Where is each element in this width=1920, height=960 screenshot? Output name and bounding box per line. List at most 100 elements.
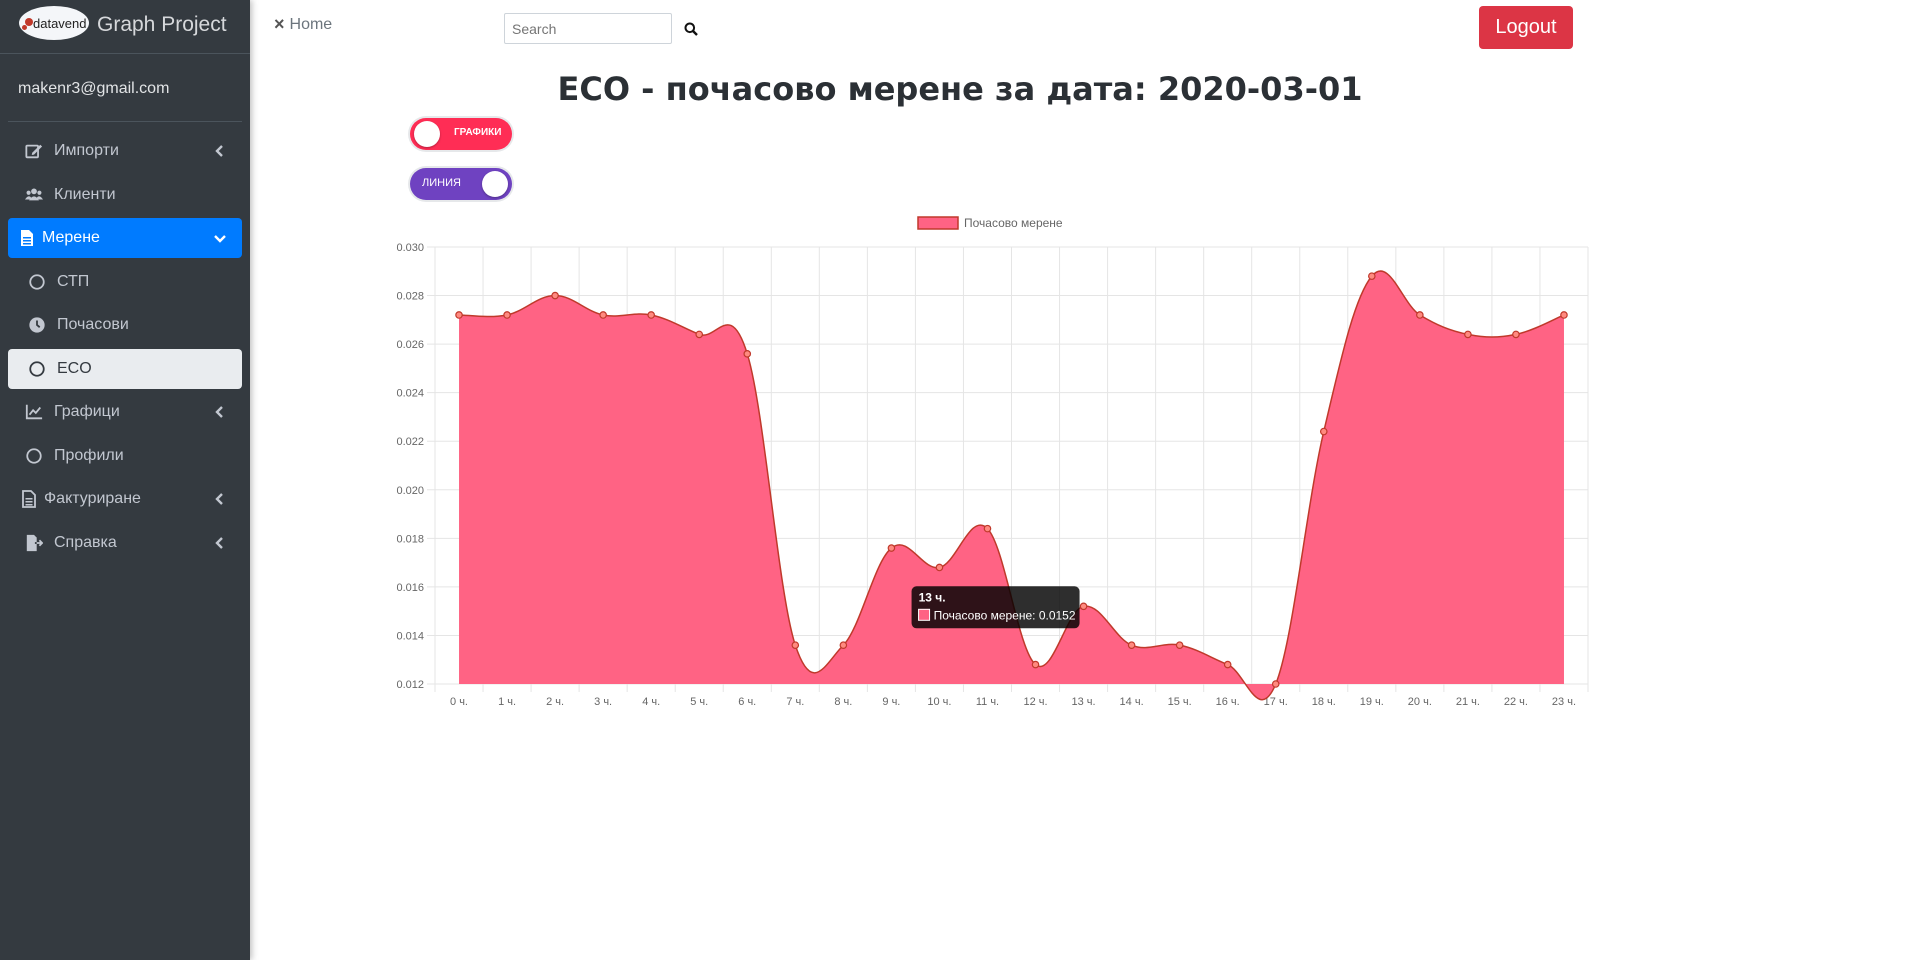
- sidebar-item-eco[interactable]: ECO: [8, 348, 242, 389]
- file-export-icon: [24, 533, 44, 553]
- x-tick-label: 6 ч.: [738, 696, 756, 708]
- file-invoice-icon: [22, 489, 36, 509]
- legend-label: Почасово мерене: [964, 216, 1063, 230]
- sidebar-item-measurement[interactable]: Мерене: [8, 218, 242, 258]
- data-point: [1031, 660, 1040, 669]
- series-area: [459, 270, 1564, 700]
- data-point: [1512, 330, 1520, 339]
- search-button[interactable]: [676, 13, 706, 44]
- toggle-knob: [482, 171, 508, 197]
- toggle-label: ЛИНИЯ: [422, 177, 461, 189]
- data-point: [1416, 311, 1424, 319]
- sidebar-item-stp[interactable]: СТП: [8, 262, 242, 302]
- sidebar-item-label: ECO: [57, 359, 92, 377]
- chevron-left-icon: [215, 493, 223, 505]
- brand[interactable]: datavend Graph Project: [0, 0, 250, 54]
- data-point: [455, 311, 463, 319]
- tooltip-swatch: [918, 608, 931, 621]
- circle-icon: [24, 446, 44, 466]
- sidebar-item-label: Справка: [54, 533, 117, 551]
- x-tick-label: 9 ч.: [882, 696, 900, 708]
- data-point: [1223, 660, 1232, 669]
- y-tick-label: 0.028: [396, 291, 424, 303]
- x-tick-label: 23 ч.: [1552, 696, 1576, 708]
- data-point: [599, 311, 607, 319]
- sidebar-item-label: Фактуриране: [44, 490, 141, 507]
- data-point: [1127, 641, 1136, 649]
- sidebar-item-label: Почасови: [57, 316, 129, 333]
- data-point: [935, 563, 944, 572]
- y-tick-label: 0.012: [396, 679, 424, 691]
- chevron-left-icon: [215, 536, 223, 549]
- charts-toggle[interactable]: ГРАФИКИ: [410, 118, 512, 150]
- sidebar-item-hourly[interactable]: Почасови: [8, 305, 242, 345]
- data-point: [743, 350, 752, 358]
- line-toggle[interactable]: ЛИНИЯ: [410, 168, 512, 200]
- data-point: [1464, 330, 1472, 339]
- chevron-left-icon: [215, 145, 223, 157]
- x-tick-label: 8 ч.: [834, 696, 852, 708]
- sidebar-nav: Импорти Клиенти Мерене СТП Поч: [0, 131, 250, 563]
- data-point: [983, 524, 992, 533]
- sidebar-item-label: Импорти: [54, 142, 119, 159]
- x-tick-label: 22 ч.: [1504, 696, 1528, 708]
- user-email[interactable]: makenr3@gmail.com: [8, 54, 242, 122]
- x-tick-label: 17 ч.: [1264, 696, 1288, 708]
- sidebar-item-clients[interactable]: Клиенти: [8, 175, 242, 215]
- y-tick-label: 0.018: [396, 533, 424, 545]
- x-tick-label: 16 ч.: [1216, 696, 1240, 708]
- data-point: [887, 544, 896, 552]
- home-link[interactable]: × Home: [274, 14, 332, 35]
- sidebar: datavend Graph Project makenr3@gmail.com…: [0, 0, 250, 960]
- chart-line-icon: [24, 402, 44, 422]
- x-tick-label: 0 ч.: [450, 696, 468, 708]
- data-point: [1319, 427, 1328, 436]
- hourly-chart[interactable]: 0.012 0.014 0.016 0.018 0.020 0.022 0.024 0.026…: [370, 215, 1600, 725]
- file-icon: [20, 228, 34, 248]
- x-tick-label: 19 ч.: [1360, 696, 1384, 708]
- home-label[interactable]: Home: [289, 15, 333, 33]
- x-tick-label: 7 ч.: [786, 696, 804, 708]
- sidebar-item-label: СТП: [57, 272, 90, 290]
- data-point: [791, 641, 800, 649]
- brand-logo: datavend: [19, 6, 89, 40]
- data-point: [1175, 641, 1184, 649]
- data-point: [1368, 272, 1376, 280]
- x-tick-label: 14 ч.: [1120, 696, 1144, 708]
- data-point: [1271, 680, 1280, 688]
- sidebar-item-billing[interactable]: Фактуриране: [8, 479, 242, 519]
- y-tick-label: 0.014: [396, 630, 424, 642]
- close-icon[interactable]: ×: [274, 14, 285, 34]
- x-tick-label: 10 ч.: [927, 696, 951, 708]
- y-tick-label: 0.022: [396, 436, 424, 448]
- sidebar-item-imports[interactable]: Импорти: [8, 131, 242, 171]
- sidebar-item-profiles[interactable]: Профили: [8, 436, 242, 476]
- x-tick-label: 15 ч.: [1168, 696, 1192, 708]
- data-point: [1560, 311, 1568, 319]
- x-tick-label: 21 ч.: [1456, 696, 1480, 708]
- sidebar-item-report[interactable]: Справка: [8, 523, 242, 563]
- y-tick-label: 0.016: [396, 582, 424, 594]
- users-icon: [24, 185, 44, 205]
- y-tick-label: 0.024: [396, 388, 424, 400]
- clock-icon: [27, 315, 47, 335]
- chevron-down-icon: [214, 235, 226, 243]
- data-point: [839, 641, 848, 649]
- search-input[interactable]: [504, 13, 672, 44]
- sidebar-item-label: Мерене: [42, 229, 100, 246]
- x-tick-label: 20 ч.: [1408, 696, 1432, 708]
- tooltip-text: Почасово мерене: 0.0152: [934, 608, 1076, 622]
- chart-container: 0.012 0.014 0.016 0.018 0.020 0.022 0.024 0.026…: [370, 215, 1600, 725]
- sidebar-item-label: Графици: [54, 403, 120, 420]
- data-point: [1079, 602, 1088, 611]
- top-navbar: × Home Logout: [250, 0, 1920, 58]
- sidebar-item-label: Профили: [54, 446, 124, 464]
- search-icon: [684, 22, 698, 36]
- y-tick-label: 0.030: [396, 242, 424, 254]
- sidebar-item-charts[interactable]: Графици: [8, 392, 242, 432]
- tooltip-title: 13 ч.: [919, 590, 946, 604]
- chevron-left-icon: [215, 406, 223, 418]
- x-tick-label: 5 ч.: [690, 696, 708, 708]
- brand-name[interactable]: Graph Project: [97, 13, 227, 36]
- logout-button[interactable]: Logout: [1479, 6, 1573, 49]
